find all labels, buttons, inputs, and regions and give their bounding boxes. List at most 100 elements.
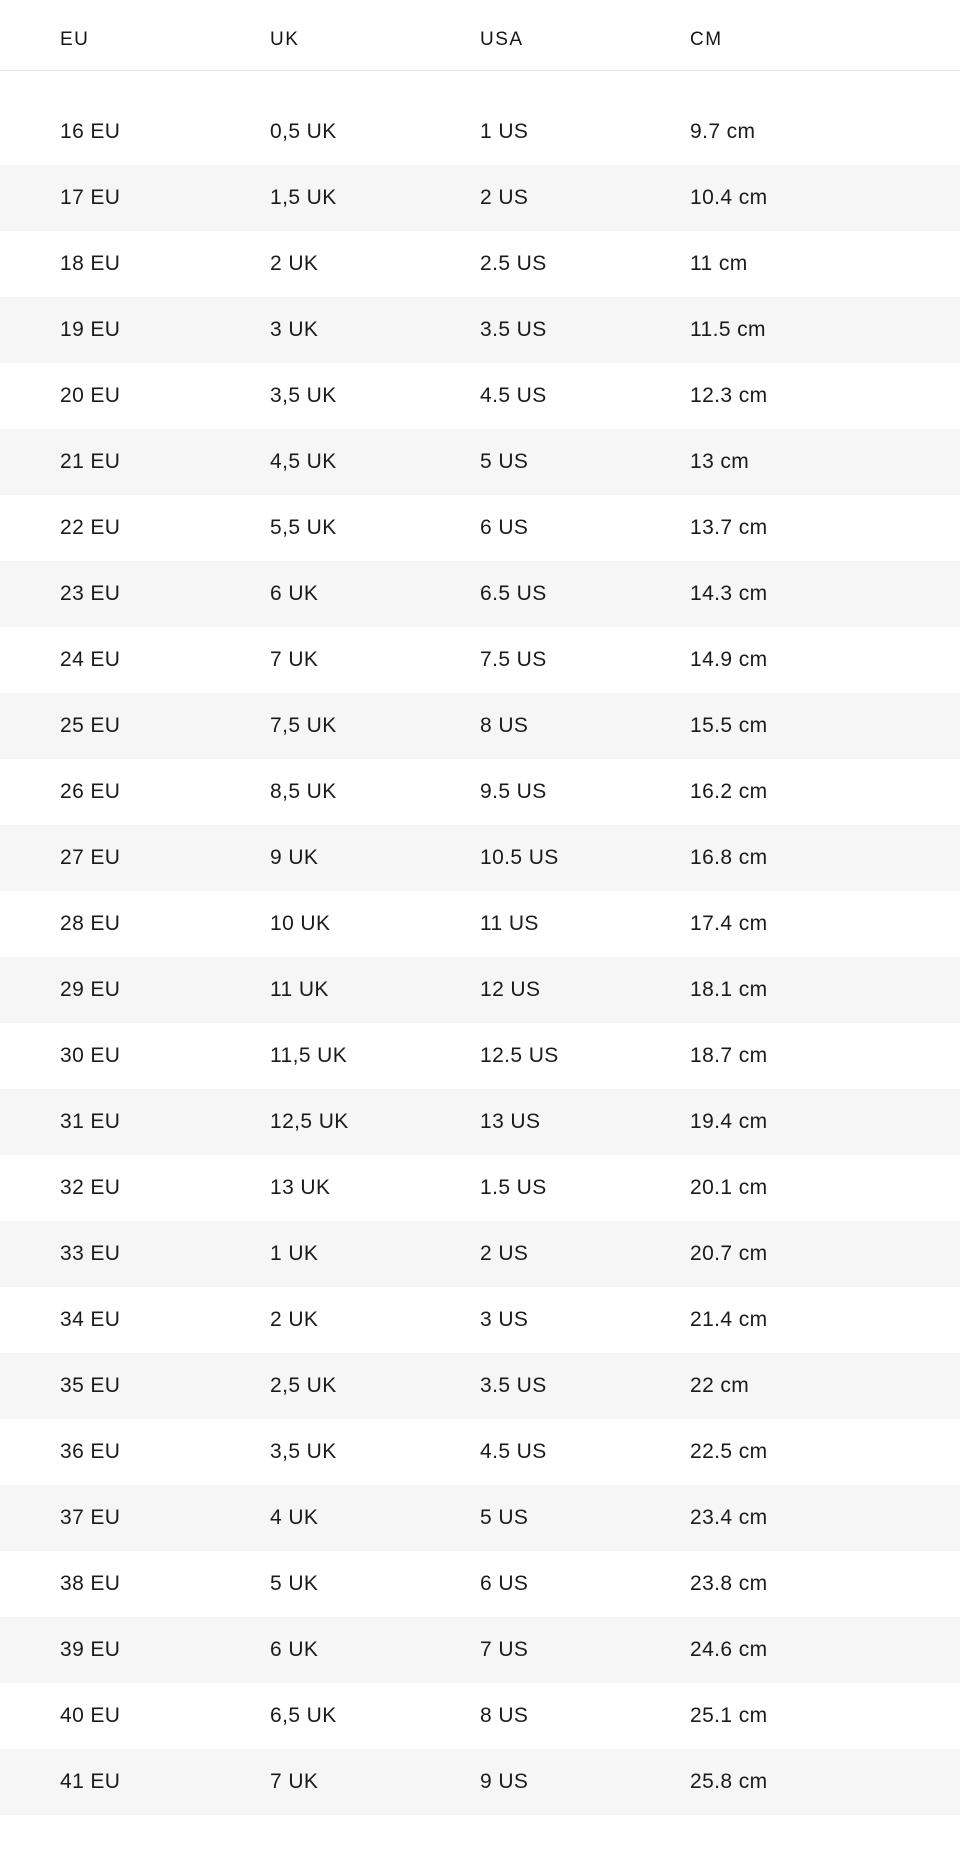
cell-usa: 9.5 US <box>480 780 547 803</box>
table-row: 25 EU 7,5 UK 8 US 15.5 cm <box>0 693 960 759</box>
table-row: 36 EU 3,5 UK 4.5 US 22.5 cm <box>0 1419 960 1485</box>
cell-cm: 22.5 cm <box>690 1440 768 1463</box>
table-row: 27 EU 9 UK 10.5 US 16.8 cm <box>0 825 960 891</box>
cell-usa: 12 US <box>480 978 541 1001</box>
cell-eu: 22 EU <box>60 516 121 539</box>
cell-uk: 5,5 UK <box>270 516 337 539</box>
cell-usa: 5 US <box>480 450 529 473</box>
cell-eu: 16 EU <box>60 120 121 143</box>
cell-usa: 7 US <box>480 1638 529 1661</box>
cell-uk: 3,5 UK <box>270 384 337 407</box>
cell-cm: 23.4 cm <box>690 1506 768 1529</box>
cell-cm: 16.8 cm <box>690 846 768 869</box>
cell-usa: 2.5 US <box>480 252 547 275</box>
header-cm: CM <box>690 29 723 50</box>
cell-cm: 14.9 cm <box>690 648 768 671</box>
table-row: 22 EU 5,5 UK 6 US 13.7 cm <box>0 495 960 561</box>
cell-cm: 17.4 cm <box>690 912 768 935</box>
cell-usa: 13 US <box>480 1110 541 1133</box>
table-row: 21 EU 4,5 UK 5 US 13 cm <box>0 429 960 495</box>
cell-cm: 11.5 cm <box>690 318 766 341</box>
cell-uk: 8,5 UK <box>270 780 337 803</box>
table-row: 20 EU 3,5 UK 4.5 US 12.3 cm <box>0 363 960 429</box>
table-row: 16 EU 0,5 UK 1 US 9.7 cm <box>0 99 960 165</box>
cell-cm: 15.5 cm <box>690 714 768 737</box>
cell-eu: 18 EU <box>60 252 121 275</box>
table-row: 18 EU 2 UK 2.5 US 11 cm <box>0 231 960 297</box>
cell-cm: 23.8 cm <box>690 1572 768 1595</box>
table-row: 26 EU 8,5 UK 9.5 US 16.2 cm <box>0 759 960 825</box>
table-row: 35 EU 2,5 UK 3.5 US 22 cm <box>0 1353 960 1419</box>
cell-usa: 6.5 US <box>480 582 547 605</box>
cell-eu: 26 EU <box>60 780 121 803</box>
cell-cm: 12.3 cm <box>690 384 768 407</box>
cell-cm: 10.4 cm <box>690 186 768 209</box>
cell-usa: 4.5 US <box>480 384 547 407</box>
cell-uk: 6 UK <box>270 582 319 605</box>
cell-uk: 10 UK <box>270 912 331 935</box>
cell-cm: 21.4 cm <box>690 1308 768 1331</box>
cell-uk: 2,5 UK <box>270 1374 337 1397</box>
cell-usa: 3.5 US <box>480 1374 547 1397</box>
table-row: 28 EU 10 UK 11 US 17.4 cm <box>0 891 960 957</box>
cell-uk: 4 UK <box>270 1506 319 1529</box>
cell-usa: 12.5 US <box>480 1044 559 1067</box>
cell-eu: 35 EU <box>60 1374 121 1397</box>
cell-eu: 40 EU <box>60 1704 121 1727</box>
cell-eu: 38 EU <box>60 1572 121 1595</box>
table-header: EU UK USA CM <box>0 0 960 71</box>
cell-eu: 36 EU <box>60 1440 121 1463</box>
cell-eu: 28 EU <box>60 912 121 935</box>
cell-uk: 3,5 UK <box>270 1440 337 1463</box>
cell-cm: 18.7 cm <box>690 1044 768 1067</box>
cell-cm: 14.3 cm <box>690 582 768 605</box>
cell-usa: 6 US <box>480 516 529 539</box>
cell-usa: 2 US <box>480 186 529 209</box>
cell-usa: 8 US <box>480 714 529 737</box>
cell-uk: 3 UK <box>270 318 319 341</box>
cell-uk: 7,5 UK <box>270 714 337 737</box>
cell-cm: 22 cm <box>690 1374 750 1397</box>
table-row: 29 EU 11 UK 12 US 18.1 cm <box>0 957 960 1023</box>
cell-usa: 3 US <box>480 1308 529 1331</box>
cell-eu: 17 EU <box>60 186 121 209</box>
cell-usa: 1.5 US <box>480 1176 547 1199</box>
cell-uk: 6 UK <box>270 1638 319 1661</box>
table-row: 24 EU 7 UK 7.5 US 14.9 cm <box>0 627 960 693</box>
cell-cm: 18.1 cm <box>690 978 768 1001</box>
cell-uk: 5 UK <box>270 1572 319 1595</box>
cell-eu: 20 EU <box>60 384 121 407</box>
cell-eu: 31 EU <box>60 1110 121 1133</box>
cell-eu: 37 EU <box>60 1506 121 1529</box>
cell-eu: 30 EU <box>60 1044 121 1067</box>
table-row: 38 EU 5 UK 6 US 23.8 cm <box>0 1551 960 1617</box>
cell-uk: 12,5 UK <box>270 1110 349 1133</box>
cell-uk: 2 UK <box>270 1308 319 1331</box>
cell-eu: 27 EU <box>60 846 121 869</box>
table-row: 41 EU 7 UK 9 US 25.8 cm <box>0 1749 960 1815</box>
cell-cm: 19.4 cm <box>690 1110 768 1133</box>
cell-usa: 1 US <box>480 120 529 143</box>
cell-uk: 4,5 UK <box>270 450 337 473</box>
table-row: 31 EU 12,5 UK 13 US 19.4 cm <box>0 1089 960 1155</box>
cell-uk: 7 UK <box>270 1770 319 1793</box>
header-usa: USA <box>480 29 524 50</box>
cell-cm: 16.2 cm <box>690 780 768 803</box>
cell-cm: 25.8 cm <box>690 1770 768 1793</box>
cell-uk: 1,5 UK <box>270 186 337 209</box>
table-row: 37 EU 4 UK 5 US 23.4 cm <box>0 1485 960 1551</box>
table-row: 34 EU 2 UK 3 US 21.4 cm <box>0 1287 960 1353</box>
cell-eu: 19 EU <box>60 318 121 341</box>
cell-usa: 5 US <box>480 1506 529 1529</box>
cell-usa: 7.5 US <box>480 648 547 671</box>
cell-uk: 13 UK <box>270 1176 331 1199</box>
cell-uk: 11,5 UK <box>270 1044 348 1067</box>
cell-eu: 21 EU <box>60 450 121 473</box>
cell-eu: 25 EU <box>60 714 121 737</box>
table-body: 16 EU 0,5 UK 1 US 9.7 cm 17 EU 1,5 UK 2 US 10.4… <box>0 71 960 1815</box>
header-eu: EU <box>60 29 90 50</box>
cell-usa: 11 US <box>480 912 539 935</box>
cell-cm: 13.7 cm <box>690 516 768 539</box>
cell-usa: 4.5 US <box>480 1440 547 1463</box>
